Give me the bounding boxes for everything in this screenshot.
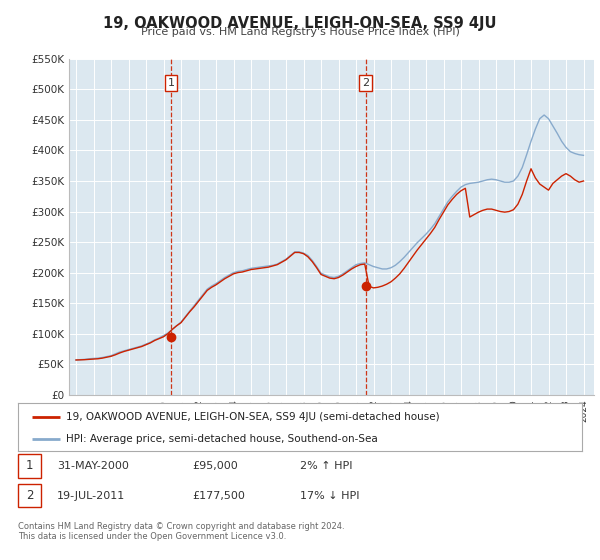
Text: Contains HM Land Registry data © Crown copyright and database right 2024.: Contains HM Land Registry data © Crown c… — [18, 522, 344, 531]
Text: 1: 1 — [26, 459, 33, 473]
Text: This data is licensed under the Open Government Licence v3.0.: This data is licensed under the Open Gov… — [18, 532, 286, 541]
Text: 1: 1 — [167, 78, 175, 88]
Text: 19, OAKWOOD AVENUE, LEIGH-ON-SEA, SS9 4JU (semi-detached house): 19, OAKWOOD AVENUE, LEIGH-ON-SEA, SS9 4J… — [66, 412, 440, 422]
Text: Price paid vs. HM Land Registry's House Price Index (HPI): Price paid vs. HM Land Registry's House … — [140, 27, 460, 38]
Text: HPI: Average price, semi-detached house, Southend-on-Sea: HPI: Average price, semi-detached house,… — [66, 434, 377, 444]
Text: 2: 2 — [26, 489, 33, 502]
Text: 2: 2 — [362, 78, 369, 88]
Text: £177,500: £177,500 — [192, 491, 245, 501]
Text: 19-JUL-2011: 19-JUL-2011 — [57, 491, 125, 501]
Text: 17% ↓ HPI: 17% ↓ HPI — [300, 491, 359, 501]
Text: 2% ↑ HPI: 2% ↑ HPI — [300, 461, 353, 471]
Text: 31-MAY-2000: 31-MAY-2000 — [57, 461, 129, 471]
Text: 19, OAKWOOD AVENUE, LEIGH-ON-SEA, SS9 4JU: 19, OAKWOOD AVENUE, LEIGH-ON-SEA, SS9 4J… — [103, 16, 497, 31]
Text: £95,000: £95,000 — [192, 461, 238, 471]
